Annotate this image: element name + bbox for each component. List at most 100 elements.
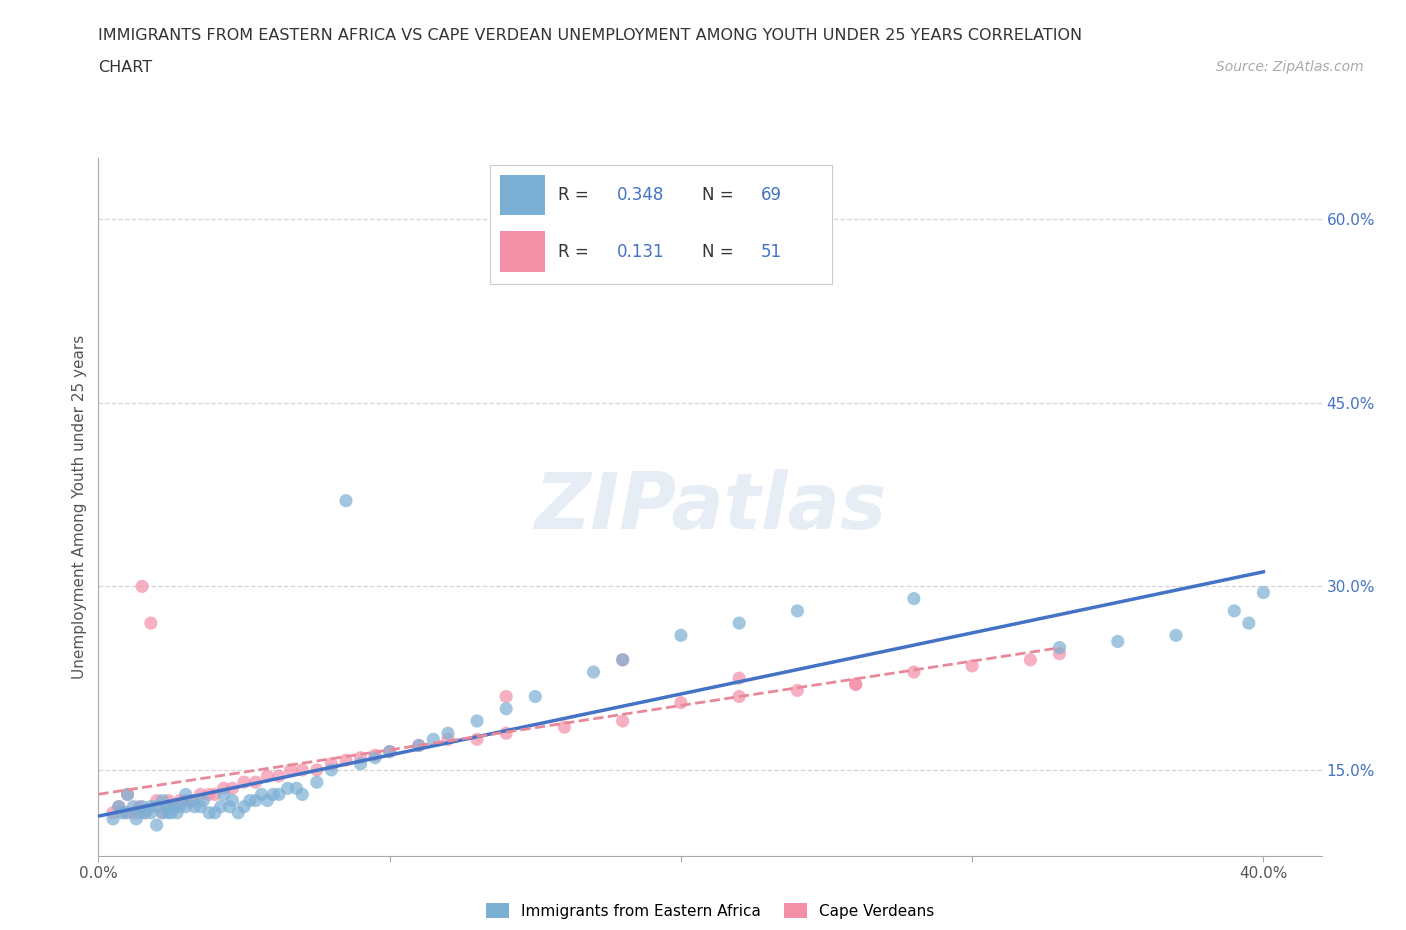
Text: Source: ZipAtlas.com: Source: ZipAtlas.com [1216, 60, 1364, 74]
Point [145, 799, 167, 814]
Point [157, 799, 180, 814]
Point [786, 683, 808, 698]
Point [188, 799, 212, 814]
Point [1049, 640, 1071, 655]
Point [1164, 628, 1187, 643]
Point [250, 787, 273, 802]
Point [174, 793, 197, 808]
Point [125, 812, 148, 827]
Point [122, 799, 145, 814]
Point [437, 732, 460, 747]
Point [152, 805, 174, 820]
Point [612, 652, 634, 667]
Point [101, 812, 124, 827]
Point [134, 805, 156, 820]
Point [212, 781, 235, 796]
Point [267, 787, 290, 802]
Point [198, 787, 221, 802]
Point [495, 689, 517, 704]
Point [128, 799, 150, 814]
Point [960, 658, 983, 673]
Point [139, 799, 162, 814]
Point [553, 720, 575, 735]
Point [139, 805, 162, 820]
Point [198, 805, 221, 820]
Point [152, 805, 174, 820]
Point [239, 793, 262, 808]
Point [209, 799, 232, 814]
Text: IMMIGRANTS FROM EASTERN AFRICA VS CAPE VERDEAN UNEMPLOYMENT AMONG YOUTH UNDER 25: IMMIGRANTS FROM EASTERN AFRICA VS CAPE V… [98, 28, 1083, 43]
Point [218, 799, 240, 814]
Point [267, 768, 290, 783]
Point [128, 805, 150, 820]
Point [1019, 652, 1042, 667]
Point [378, 744, 401, 759]
Point [1237, 616, 1260, 631]
Point [131, 579, 153, 594]
Point [245, 793, 267, 808]
Point [101, 805, 124, 820]
Point [291, 787, 314, 802]
Point [669, 628, 692, 643]
Point [1253, 585, 1275, 600]
Point [122, 805, 145, 820]
Point [408, 738, 430, 753]
Point [612, 713, 634, 728]
Point [495, 725, 517, 740]
Point [728, 671, 751, 685]
Point [465, 713, 488, 728]
Point [117, 787, 139, 802]
Point [524, 689, 547, 704]
Text: CHART: CHART [98, 60, 152, 75]
Point [422, 732, 444, 747]
Point [305, 763, 328, 777]
Point [335, 752, 357, 767]
Point [845, 677, 868, 692]
Point [193, 793, 215, 808]
Point [169, 799, 191, 814]
Point [212, 787, 235, 802]
Point [262, 787, 284, 802]
Point [145, 793, 167, 808]
Point [108, 799, 131, 814]
Point [111, 805, 134, 820]
Point [364, 748, 387, 763]
Point [1049, 646, 1071, 661]
Text: ZIPatlas: ZIPatlas [534, 469, 886, 545]
Point [226, 805, 249, 820]
Point [245, 775, 267, 790]
Point [495, 701, 517, 716]
Point [180, 793, 202, 808]
Point [166, 805, 188, 820]
Point [180, 793, 202, 808]
Point [349, 751, 371, 765]
Point [117, 787, 139, 802]
Point [903, 665, 925, 680]
Point [233, 775, 256, 790]
Point [437, 725, 460, 740]
Point [256, 793, 278, 808]
Point [221, 781, 243, 796]
Point [157, 793, 180, 808]
Point [183, 799, 205, 814]
Point [582, 665, 605, 680]
Point [285, 781, 308, 796]
Point [204, 805, 226, 820]
Y-axis label: Unemployment Among Youth under 25 years: Unemployment Among Youth under 25 years [72, 335, 87, 679]
Point [669, 696, 692, 711]
Point [280, 763, 302, 777]
Point [174, 787, 197, 802]
Point [117, 805, 139, 820]
Point [188, 787, 212, 802]
Point [1107, 634, 1129, 649]
Point [157, 805, 180, 820]
Point [233, 799, 256, 814]
Point [321, 763, 343, 777]
Point [305, 775, 328, 790]
Point [114, 805, 136, 820]
Point [1223, 604, 1246, 618]
Point [204, 787, 226, 802]
Point [169, 793, 191, 808]
Point [728, 689, 751, 704]
Point [903, 591, 925, 606]
